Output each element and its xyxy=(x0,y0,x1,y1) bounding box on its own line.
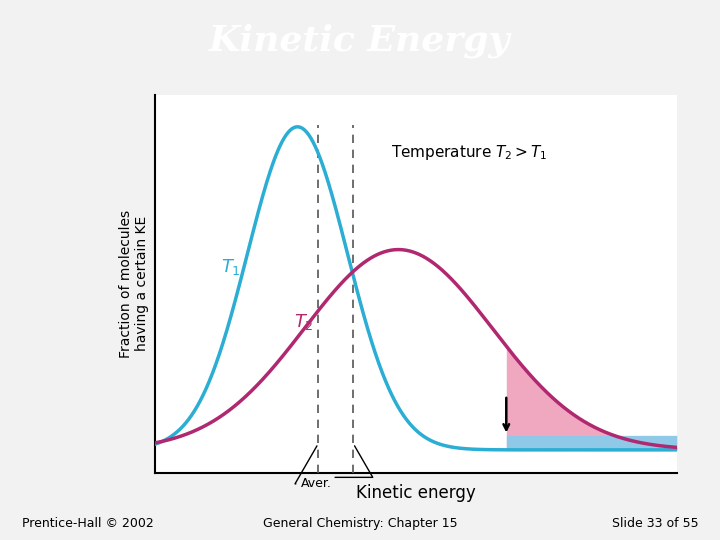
X-axis label: Kinetic energy: Kinetic energy xyxy=(356,484,476,502)
Y-axis label: Fraction of molecules
having a certain KE: Fraction of molecules having a certain K… xyxy=(119,210,149,357)
Text: $T_1$: $T_1$ xyxy=(221,257,240,277)
Text: General Chemistry: Chapter 15: General Chemistry: Chapter 15 xyxy=(263,517,457,530)
Text: Kinetic Energy: Kinetic Energy xyxy=(210,23,510,58)
Text: Aver.: Aver. xyxy=(295,446,333,490)
Text: Temperature $T_2 > T_1$: Temperature $T_2 > T_1$ xyxy=(392,143,548,162)
Text: $T_2$: $T_2$ xyxy=(294,312,314,332)
Text: Prentice-Hall © 2002: Prentice-Hall © 2002 xyxy=(22,517,153,530)
Text: Slide 33 of 55: Slide 33 of 55 xyxy=(612,517,698,530)
